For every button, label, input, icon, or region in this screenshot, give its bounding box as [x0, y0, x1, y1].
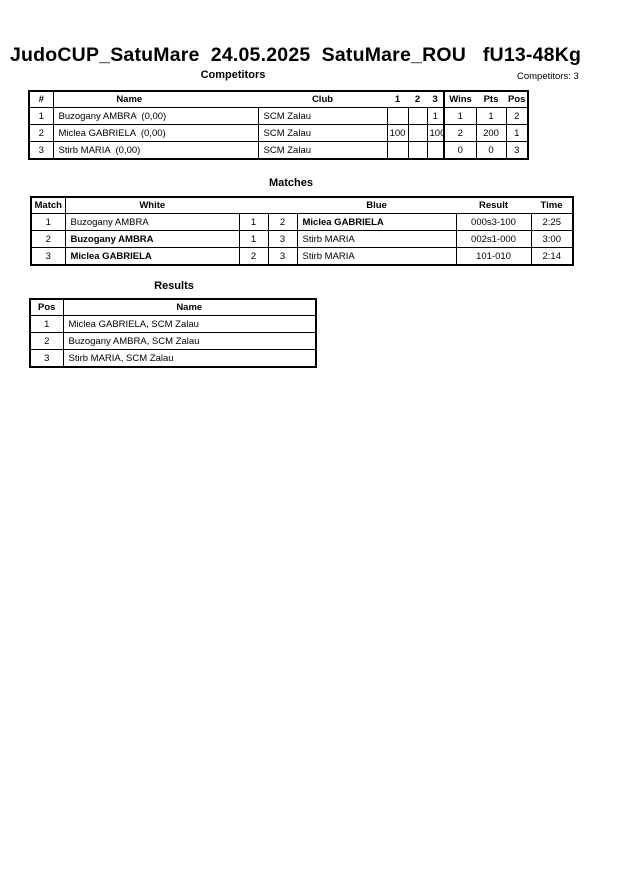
col-header-blue: Blue: [297, 197, 456, 214]
col-header-match: Match: [31, 197, 65, 214]
col-header-time: Time: [531, 197, 573, 214]
result-pos: 1: [29, 315, 64, 333]
match-number: 2: [30, 230, 66, 248]
round1-score: 100: [386, 124, 409, 142]
white-player-number: 2: [238, 247, 269, 266]
white-player-name: Miclea GABRIELA: [64, 247, 240, 266]
competitor-number: 1: [28, 107, 54, 125]
match-row: 2 Buzogany AMBRA 1 3 Stirb MARIA 002s1-0…: [30, 230, 574, 248]
results-header-row: Pos Name: [30, 299, 316, 316]
col-header-number: #: [29, 91, 53, 108]
col-header-round3: 3: [427, 91, 444, 108]
pts-value: 0: [475, 141, 507, 160]
result-pos: 3: [29, 349, 64, 368]
col-header-club: Club: [258, 91, 387, 108]
col-header-wins: Wins: [443, 91, 476, 108]
wins-value: 1: [443, 107, 477, 125]
result-row: 1 Miclea GABRIELA, SCM Zalau: [29, 315, 317, 333]
round1-score: [386, 141, 409, 160]
round3-score: 100: [426, 124, 445, 142]
competitor-row: 3 Stirb MARIA (0,00) SCM Zalau 0 0 3: [28, 141, 529, 160]
result-name: Buzogany AMBRA, SCM Zalau: [62, 332, 317, 350]
match-time: 2:25: [530, 213, 574, 231]
round3-score: [426, 141, 445, 160]
results-table: Pos Name 1 Miclea GABRIELA, SCM Zalau 2 …: [29, 298, 317, 368]
blue-player-name: Miclea GABRIELA: [296, 213, 457, 231]
wins-value: 2: [443, 124, 477, 142]
white-player-name: Buzogany AMBRA: [64, 230, 240, 248]
pts-value: 1: [475, 107, 507, 125]
match-time: 2:14: [530, 247, 574, 266]
competitors-count: Competitors: 3: [517, 71, 579, 82]
result-row: 2 Buzogany AMBRA, SCM Zalau: [29, 332, 317, 350]
match-row: 1 Buzogany AMBRA 1 2 Miclea GABRIELA 000…: [30, 213, 574, 231]
match-number: 1: [30, 213, 66, 231]
col-header-name: Name: [62, 299, 316, 316]
results-section-title: Results: [154, 280, 194, 292]
white-player-name: Buzogany AMBRA: [64, 213, 240, 231]
competitor-row: 2 Miclea GABRIELA (0,00) SCM Zalau 100 1…: [28, 124, 529, 142]
competitor-name: Buzogany AMBRA (0,00): [52, 107, 259, 125]
competitor-number: 2: [28, 124, 54, 142]
col-header-white: White: [64, 197, 239, 214]
result-pos: 2: [29, 332, 64, 350]
competitor-club: SCM Zalau: [257, 124, 388, 142]
round3-score: 1: [426, 107, 445, 125]
round2-score: [407, 107, 428, 125]
match-result: 000s3-100: [455, 213, 532, 231]
matches-table: Match White Blue Result Time 1 Buzogany …: [30, 196, 574, 266]
page-title: JudoCUP_SatuMare 24.05.2025 SatuMare_ROU…: [10, 44, 582, 66]
matches-header-row: Match White Blue Result Time: [31, 197, 573, 214]
match-number: 3: [30, 247, 66, 266]
round2-score: [407, 141, 428, 160]
col-header-round1: 1: [387, 91, 408, 108]
match-result: 002s1-000: [455, 230, 532, 248]
competitor-name: Stirb MARIA (0,00): [52, 141, 259, 160]
pts-value: 200: [475, 124, 507, 142]
competitors-header-row: # Name Club 1 2 3 Wins Pts Pos: [29, 91, 528, 108]
competitors-table: # Name Club 1 2 3 Wins Pts Pos 1 Buzogan…: [28, 90, 529, 160]
competitors-section-title: Competitors: [200, 69, 266, 81]
col-header-pts: Pts: [476, 91, 506, 108]
round1-score: [386, 107, 409, 125]
white-player-number: 1: [238, 230, 269, 248]
wins-value: 0: [443, 141, 477, 160]
white-player-number: 1: [238, 213, 269, 231]
blue-player-number: 2: [267, 213, 298, 231]
col-header-name: Name: [52, 91, 258, 108]
result-name: Stirb MARIA, SCM Zalau: [62, 349, 317, 368]
col-header-blue-num: [268, 197, 297, 214]
competitor-row: 1 Buzogany AMBRA (0,00) SCM Zalau 1 1 1 …: [28, 107, 529, 125]
match-time: 3:00: [530, 230, 574, 248]
col-header-result: Result: [456, 197, 531, 214]
round2-score: [407, 124, 428, 142]
competitor-name: Miclea GABRIELA (0,00): [52, 124, 259, 142]
col-header-pos: Pos: [506, 91, 528, 108]
match-result: 101-010: [455, 247, 532, 266]
col-header-white-num: [239, 197, 268, 214]
matches-section-title: Matches: [268, 177, 314, 189]
blue-player-number: 3: [267, 230, 298, 248]
result-name: Miclea GABRIELA, SCM Zalau: [62, 315, 317, 333]
competitor-number: 3: [28, 141, 54, 160]
col-header-pos: Pos: [30, 299, 63, 316]
pos-value: 1: [505, 124, 529, 142]
blue-player-name: Stirb MARIA: [296, 247, 457, 266]
col-header-round2: 2: [408, 91, 427, 108]
pos-value: 2: [505, 107, 529, 125]
blue-player-number: 3: [267, 247, 298, 266]
result-row: 3 Stirb MARIA, SCM Zalau: [29, 349, 317, 368]
competitor-club: SCM Zalau: [257, 107, 388, 125]
competitor-club: SCM Zalau: [257, 141, 388, 160]
pos-value: 3: [505, 141, 529, 160]
blue-player-name: Stirb MARIA: [296, 230, 457, 248]
match-row: 3 Miclea GABRIELA 2 3 Stirb MARIA 101-01…: [30, 247, 574, 266]
